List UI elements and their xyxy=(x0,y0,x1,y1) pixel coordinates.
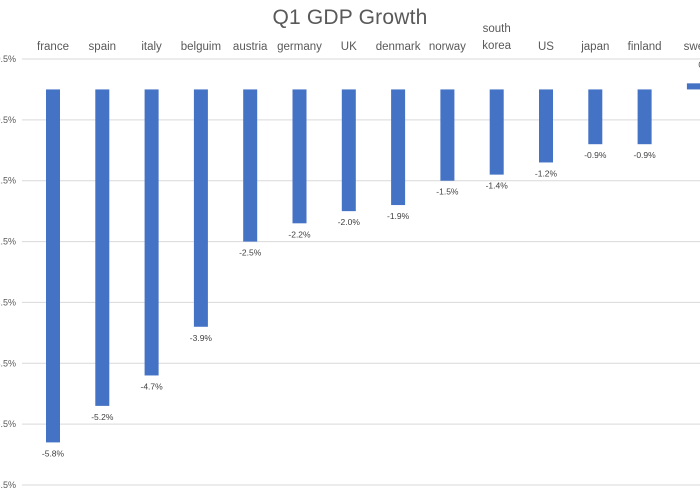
y-tick-label: 5.5% xyxy=(0,419,16,429)
data-label: -1.2% xyxy=(535,168,558,178)
y-tick-label: 4.5% xyxy=(0,358,16,368)
bar xyxy=(144,89,159,376)
bar xyxy=(539,89,553,163)
y-tick-label: 0.5% xyxy=(0,54,16,64)
category-label: germany xyxy=(277,41,322,53)
data-label: -1.5% xyxy=(436,187,459,197)
category-label: norway xyxy=(429,41,466,53)
data-label: -2.0% xyxy=(338,217,361,227)
data-label: -1.4% xyxy=(486,181,509,191)
bar xyxy=(686,83,700,90)
bar xyxy=(341,89,356,212)
category-label: italy xyxy=(141,41,162,53)
y-tick-label: 1.5% xyxy=(0,176,16,186)
y-tick-label: 2.5% xyxy=(0,237,16,247)
bar xyxy=(588,89,603,145)
data-label: -5.8% xyxy=(42,448,65,458)
y-tick-label: 3.5% xyxy=(0,297,16,307)
bar xyxy=(95,89,110,406)
bar xyxy=(193,89,208,327)
category-label: spain xyxy=(89,41,117,53)
data-label: -3.9% xyxy=(190,333,213,343)
category-label: US xyxy=(538,41,554,53)
bar xyxy=(243,89,258,242)
category-label: south xyxy=(483,23,511,35)
bar xyxy=(292,89,307,224)
bar xyxy=(637,89,652,145)
bar xyxy=(46,89,60,443)
y-tick-label: 6.5% xyxy=(0,480,16,490)
bar xyxy=(440,89,455,181)
category-label: UK xyxy=(341,41,357,53)
data-label: -5.2% xyxy=(91,412,114,422)
data-label: -0.9% xyxy=(633,150,656,160)
category-label: finland xyxy=(628,41,662,53)
data-label: -4.7% xyxy=(140,381,163,391)
bar xyxy=(489,89,504,175)
category-label: korea xyxy=(482,40,511,52)
data-label: -2.5% xyxy=(239,248,262,258)
data-label: -0.9% xyxy=(584,150,607,160)
data-label: -1.9% xyxy=(387,211,410,221)
category-label: swe xyxy=(684,41,700,53)
category-label: japan xyxy=(580,41,609,53)
category-label: austria xyxy=(233,41,268,53)
chart-title: Q1 GDP Growth xyxy=(272,6,428,29)
data-label: -2.2% xyxy=(288,229,311,239)
bar xyxy=(391,89,406,206)
category-label: belguim xyxy=(181,41,221,53)
category-label: france xyxy=(37,41,69,53)
data-label: 0. xyxy=(698,59,700,69)
y-tick-label: 0.5% xyxy=(0,115,16,125)
category-label: denmark xyxy=(376,41,421,53)
